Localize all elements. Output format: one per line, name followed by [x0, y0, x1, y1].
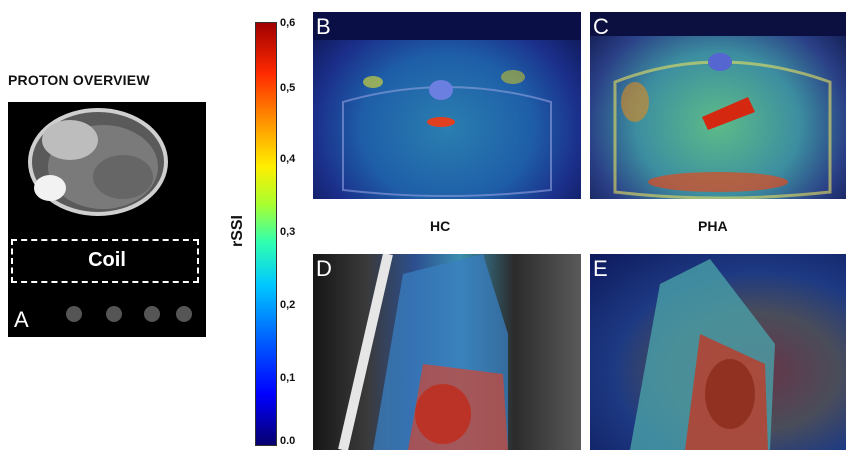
coil-label: Coil [88, 249, 126, 271]
colorbar-label: rSSI [229, 214, 247, 248]
hc-axial-map: B [313, 12, 581, 199]
colorbar-tick: 0,5 [280, 82, 296, 94]
caption-pha: PHA [698, 218, 728, 234]
leg-crosssection-image [28, 108, 192, 322]
panel-label-e: E [593, 256, 608, 281]
colorbar-tick: 0,4 [280, 153, 296, 165]
overview-title: PROTON OVERVIEW [8, 72, 150, 88]
colorbar-tick: 0,3 [280, 226, 296, 238]
pha-sagittal-overlay [590, 254, 846, 450]
panel-label-b: B [316, 14, 331, 39]
colorbar-tick: 0,6 [280, 17, 296, 29]
colorbar [255, 22, 277, 446]
coil-box [11, 239, 199, 283]
hc-sagittal-map: D [313, 254, 581, 450]
pha-axial-overlay [590, 12, 846, 199]
hc-axial-overlay [313, 12, 581, 197]
colorbar-tick: 0,1 [280, 372, 296, 384]
caption-hc: HC [430, 218, 451, 234]
proton-overview-image: Coil A [8, 102, 206, 337]
panel-label-c: C [593, 14, 609, 39]
colorbar-tick: 0,2 [280, 299, 296, 311]
colorbar-tick: 0.0 [280, 435, 296, 447]
panel-label-d: D [316, 256, 332, 281]
pha-sagittal-map: E [590, 254, 846, 450]
panel-label-a: A [14, 307, 29, 332]
hc-sagittal-overlay [338, 254, 508, 450]
pha-axial-map: C [590, 12, 846, 199]
